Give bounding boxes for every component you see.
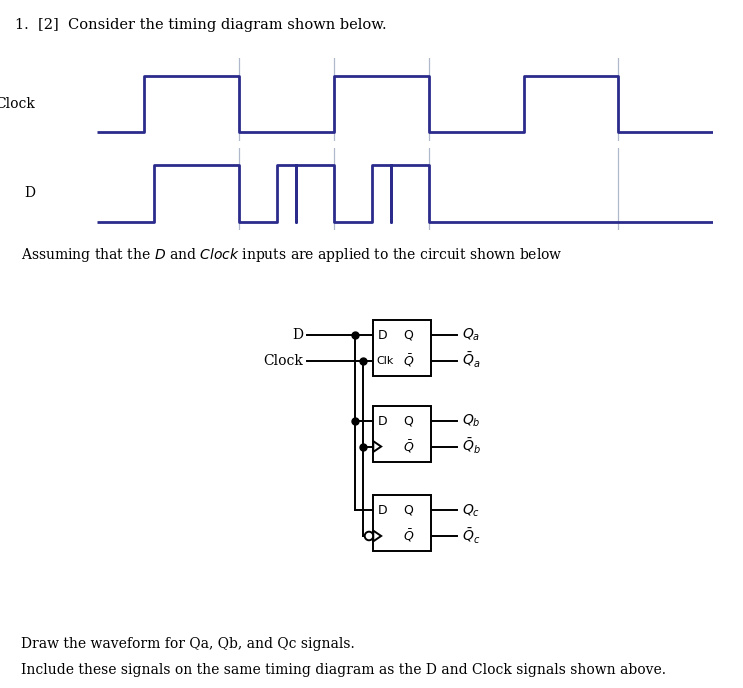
Text: $Q_b$: $Q_b$ bbox=[461, 413, 480, 429]
Text: D: D bbox=[24, 186, 35, 200]
Text: $\bar{Q}$: $\bar{Q}$ bbox=[403, 438, 415, 455]
Text: $\bar{Q}_a$: $\bar{Q}_a$ bbox=[461, 351, 480, 370]
Text: Q: Q bbox=[403, 329, 413, 342]
Text: $\bar{Q}_b$: $\bar{Q}_b$ bbox=[461, 437, 481, 456]
Polygon shape bbox=[373, 441, 381, 452]
Text: Include these signals on the same timing diagram as the D and Clock signals show: Include these signals on the same timing… bbox=[21, 663, 666, 677]
Text: Q: Q bbox=[403, 504, 413, 517]
Text: D: D bbox=[378, 329, 388, 342]
Text: $\bar{Q}$: $\bar{Q}$ bbox=[403, 528, 415, 544]
Text: Clock: Clock bbox=[0, 97, 35, 111]
Text: $Q_c$: $Q_c$ bbox=[461, 502, 480, 519]
Bar bbox=[373, 406, 430, 462]
Polygon shape bbox=[373, 530, 381, 541]
Text: $Q_a$: $Q_a$ bbox=[461, 327, 480, 343]
Bar bbox=[373, 320, 430, 376]
Text: Clk: Clk bbox=[377, 356, 395, 366]
Text: $\bar{Q}_c$: $\bar{Q}_c$ bbox=[461, 526, 480, 546]
Text: Assuming that the $\it{D}$ and $\it{Clock}$ inputs are applied to the circuit sh: Assuming that the $\it{D}$ and $\it{Cloc… bbox=[21, 246, 562, 264]
Circle shape bbox=[365, 532, 373, 540]
Text: Q: Q bbox=[403, 415, 413, 427]
Text: Draw the waveform for Qa, Qb, and Qc signals.: Draw the waveform for Qa, Qb, and Qc sig… bbox=[21, 636, 354, 651]
Bar bbox=[373, 495, 430, 551]
Text: D: D bbox=[378, 504, 388, 517]
Text: $\bar{Q}$: $\bar{Q}$ bbox=[403, 352, 415, 369]
Text: 1.  [2]  Consider the timing diagram shown below.: 1. [2] Consider the timing diagram shown… bbox=[15, 18, 386, 32]
Text: D: D bbox=[378, 415, 388, 427]
Text: D: D bbox=[292, 328, 303, 342]
Text: Clock: Clock bbox=[263, 354, 303, 367]
